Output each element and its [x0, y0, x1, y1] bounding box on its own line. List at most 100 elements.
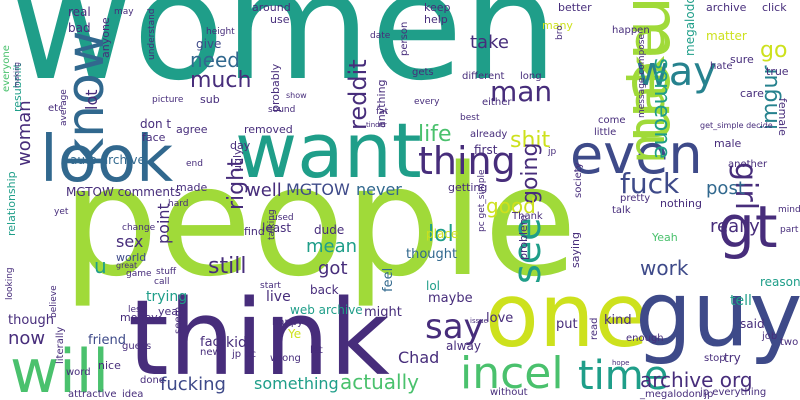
cloud-word-now: now [8, 328, 46, 349]
cloud-word-one: one [485, 264, 649, 367]
cloud-word-nice: nice [98, 359, 121, 372]
cloud-word-alway: alway [446, 339, 481, 353]
cloud-word-post: post [706, 178, 745, 199]
cloud-word-society: society [573, 162, 584, 198]
cloud-word-something: something [254, 374, 339, 393]
cloud-word-will: will [10, 337, 110, 400]
cloud-word-mgtow-comments: MGTOW comments [66, 185, 181, 199]
cloud-word-already: already [470, 129, 508, 140]
cloud-word-saying: saying [569, 232, 582, 268]
cloud-word-matter: matter [706, 29, 747, 43]
cloud-word-pretty: pretty [620, 193, 651, 204]
cloud-word-maybe: maybe [428, 291, 473, 306]
cloud-word-wrong: wrong [270, 353, 301, 364]
cloud-word-etc: etc [48, 103, 64, 114]
cloud-word-enough: enough [626, 333, 664, 344]
cloud-word-live: live [266, 289, 291, 305]
cloud-word-women: women [10, 0, 558, 114]
cloud-word-two: two [780, 337, 799, 348]
cloud-word-find: find [244, 225, 265, 238]
cloud-word-fucking: fucking [160, 374, 226, 395]
cloud-word-thought: thought [406, 247, 458, 262]
cloud-word-tell: tell [730, 293, 752, 309]
cloud-word-different: different [462, 71, 505, 82]
cloud-word-kid: kid [226, 335, 247, 351]
cloud-word-game: game [126, 269, 152, 279]
cloud-word-ye: Ye [288, 327, 302, 341]
cloud-word-male: male [714, 137, 742, 150]
cloud-word-sub: sub [200, 93, 220, 106]
cloud-word-without: without [490, 387, 528, 398]
cloud-word-much: much [190, 68, 252, 93]
cloud-word-person: person [399, 21, 410, 56]
cloud-word-message-compose: message compose [637, 34, 647, 118]
cloud-word-sure: sure [730, 53, 754, 66]
cloud-word-made: made [176, 181, 208, 194]
cloud-word-good: good [486, 194, 536, 218]
cloud-word-even: even [570, 123, 703, 186]
cloud-word-hard: hard [168, 199, 189, 209]
cloud-word-face: face [142, 131, 166, 144]
cloud-word-dude: dude [314, 223, 345, 237]
cloud-word-mgtow: MGTOW [286, 180, 350, 199]
cloud-word-understand: understand [147, 8, 157, 60]
cloud-word-believe: believe [49, 285, 59, 318]
cloud-word-may: may [114, 7, 134, 17]
cloud-word-read: read [589, 317, 600, 340]
cloud-word-best: best [460, 113, 480, 123]
cloud-word-web-archive: web archive [290, 303, 363, 317]
cloud-word-man: man [490, 75, 553, 108]
cloud-word-real: real [68, 5, 91, 19]
cloud-word-megalodon-jp: megalodon jp [683, 0, 697, 56]
cloud-word-tinder: tinder [366, 121, 387, 129]
cloud-word-really: really [710, 216, 760, 237]
cloud-word-pc-get-simple: pc get_simple [477, 169, 487, 232]
cloud-word-incel: incel [460, 348, 564, 399]
cloud-word-call: call [154, 277, 170, 287]
cloud-word-fat: fat [376, 107, 389, 117]
cloud-word-sound: sound [268, 105, 296, 115]
cloud-word-go: go [760, 38, 788, 63]
cloud-word-ugly: ugly [231, 148, 244, 172]
cloud-word-way: way [636, 49, 717, 95]
cloud-word-around: around [252, 1, 291, 14]
cloud-word-take: take [470, 32, 509, 53]
cloud-word-though: though [8, 313, 55, 328]
cloud-word-try: try [724, 351, 741, 365]
cloud-word-shit: shit [510, 128, 551, 153]
cloud-word-nothing: nothing [660, 197, 702, 210]
cloud-word-hope: hope [612, 359, 630, 367]
cloud-word-point: point [154, 203, 173, 244]
cloud-word-someone: someone [649, 58, 674, 159]
cloud-word-fuck: fuck [620, 167, 680, 200]
cloud-word-keep: keep [424, 1, 451, 14]
cloud-word-money: money [120, 311, 158, 324]
cloud-word-long: long [520, 71, 542, 82]
cloud-word-happen: happen [612, 25, 650, 36]
cloud-word-female: female [776, 98, 789, 136]
cloud-word-kind: kind [604, 313, 632, 328]
cloud-word-year: year [158, 305, 183, 318]
cloud-word-yet: yet [54, 207, 69, 217]
cloud-word-picture: picture [152, 95, 184, 105]
cloud-word-never: never [356, 180, 402, 199]
cloud-word-guess: guess [122, 341, 152, 352]
cloud-word-least: least [262, 221, 292, 235]
cloud-word-little: little [594, 127, 617, 138]
cloud-word-help: help [424, 13, 448, 26]
cloud-word-world: world [116, 251, 147, 264]
cloud-word-used: used [272, 213, 294, 223]
cloud-word-agree: agree [176, 123, 208, 136]
cloud-word-got: got [318, 258, 348, 279]
cloud-word-stuff: stuff [156, 267, 177, 277]
cloud-word-still: still [208, 254, 247, 279]
cloud-word-attractive: attractive [68, 389, 117, 400]
cloud-word-might: might [364, 305, 402, 320]
cloud-word-don-t: don t [140, 117, 172, 131]
cloud-word-idea: idea [122, 389, 144, 400]
cloud-word-stop: stop [704, 353, 726, 364]
cloud-word-relationship: relationship [5, 171, 18, 236]
cloud-word-looking: looking [5, 267, 15, 300]
cloud-word-day: day [230, 139, 251, 152]
